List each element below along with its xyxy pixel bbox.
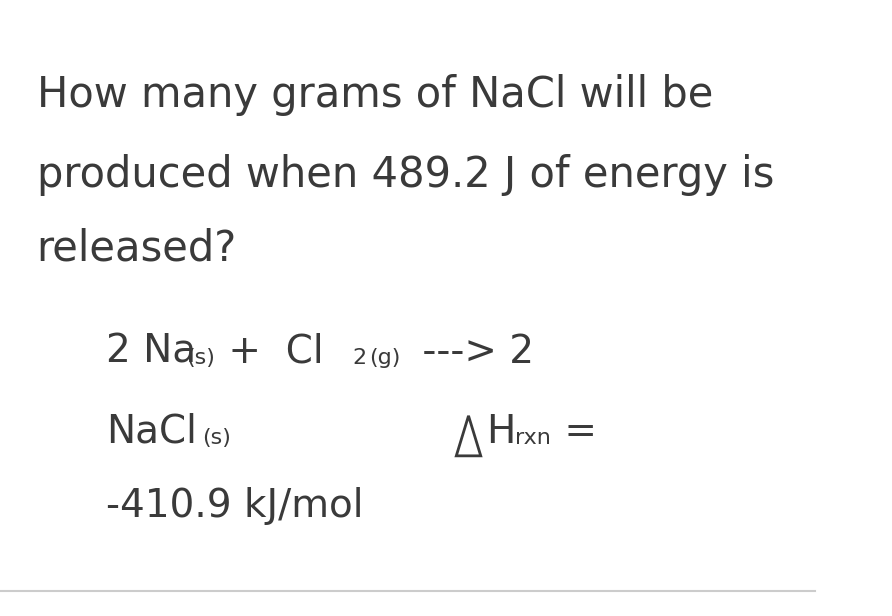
Text: ---> 2: ---> 2 xyxy=(409,333,533,371)
Text: -410.9 kJ/mol: -410.9 kJ/mol xyxy=(106,487,363,525)
Text: =: = xyxy=(552,413,598,451)
Text: (g): (g) xyxy=(369,348,401,368)
Text: +  Cl: + Cl xyxy=(216,333,324,371)
Text: rxn: rxn xyxy=(515,428,551,448)
Text: 2 Na: 2 Na xyxy=(106,333,196,371)
Text: released?: released? xyxy=(37,228,237,270)
Text: H: H xyxy=(486,413,516,451)
Text: 2: 2 xyxy=(353,348,367,368)
Text: produced when 489.2 J of energy is: produced when 489.2 J of energy is xyxy=(37,154,774,196)
Text: (s): (s) xyxy=(202,428,231,448)
Text: How many grams of NaCl will be: How many grams of NaCl will be xyxy=(37,74,713,116)
Text: NaCl: NaCl xyxy=(106,413,197,451)
Text: (s): (s) xyxy=(186,348,215,368)
